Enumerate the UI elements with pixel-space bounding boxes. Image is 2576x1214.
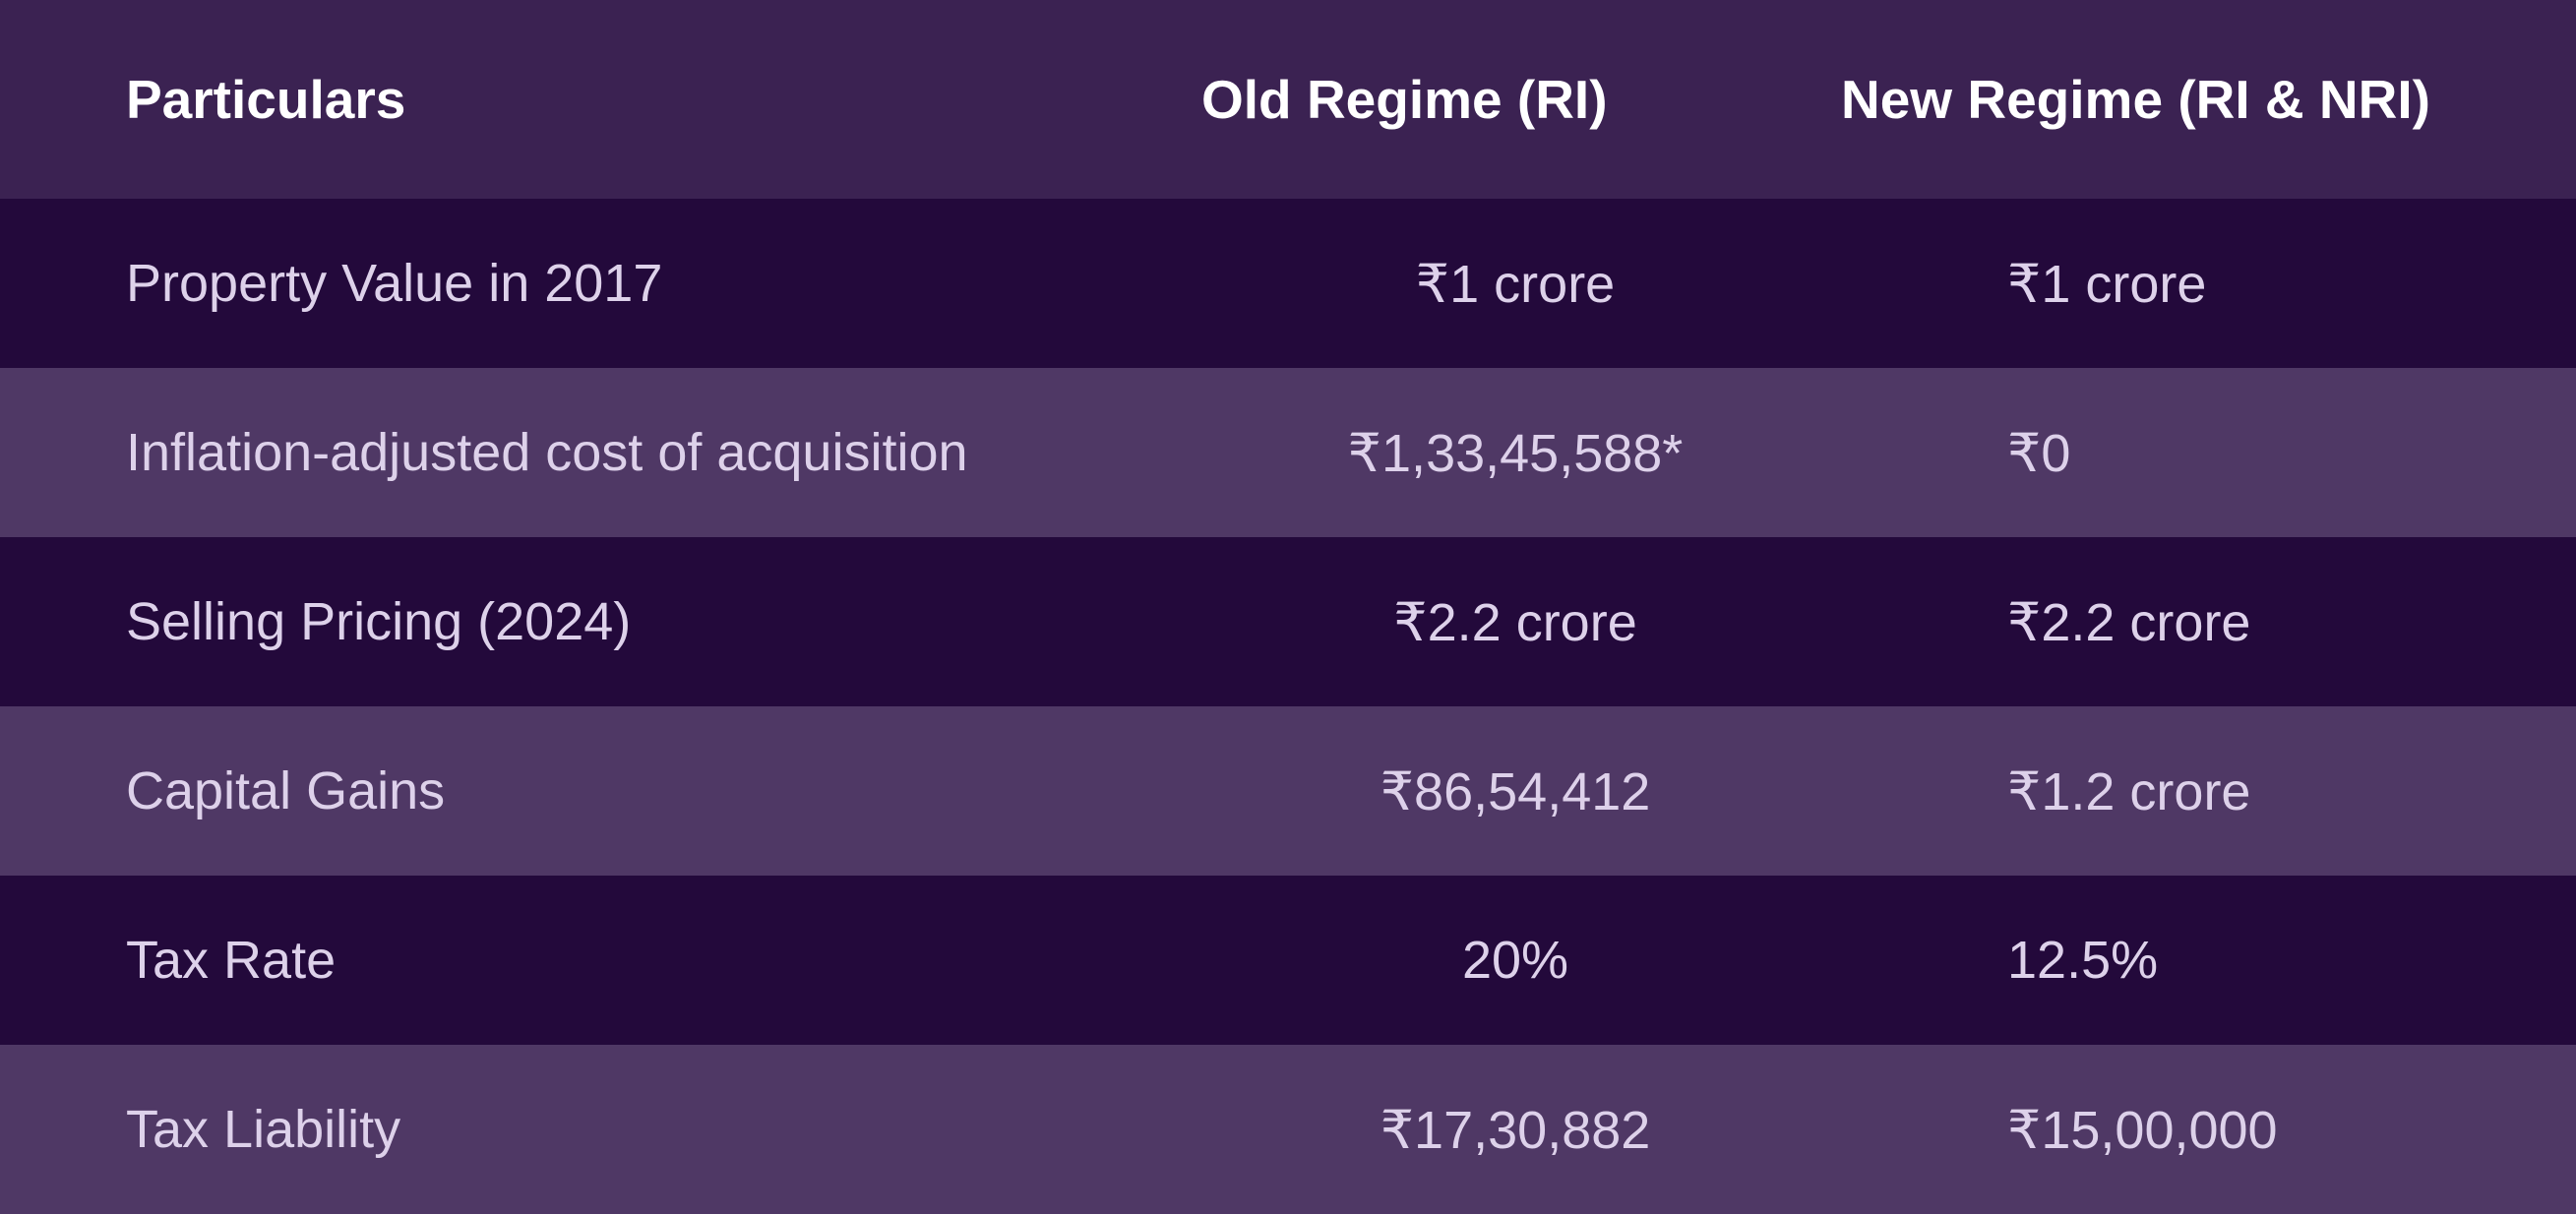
row-old-regime-value: ₹1,33,45,588* bbox=[1347, 423, 1684, 483]
table-row: Tax Liability ₹17,30,882 ₹15,00,000 bbox=[0, 1045, 2576, 1214]
header-new-regime: New Regime (RI & NRI) bbox=[1841, 69, 2430, 130]
row-old-regime-value: ₹2.2 crore bbox=[1393, 592, 1637, 652]
row-old-regime-value: 20% bbox=[1461, 931, 1569, 990]
row-particular: Property Value in 2017 bbox=[126, 254, 663, 313]
row-particular: Selling Pricing (2024) bbox=[126, 592, 632, 651]
row-new-regime-value: ₹0 bbox=[2007, 423, 2071, 483]
row-particular: Tax Liability bbox=[126, 1100, 401, 1159]
row-particular: Inflation-adjusted cost of acquisition bbox=[126, 423, 968, 482]
table-row: Selling Pricing (2024) ₹2.2 crore ₹2.2 c… bbox=[0, 537, 2576, 706]
row-particular: Capital Gains bbox=[126, 761, 446, 820]
table-row: Tax Rate 20% 12.5% bbox=[0, 876, 2576, 1045]
header-particulars: Particulars bbox=[126, 69, 406, 130]
table-row: Capital Gains ₹86,54,412 ₹1.2 crore bbox=[0, 706, 2576, 876]
row-particular: Tax Rate bbox=[126, 931, 337, 990]
row-new-regime-value: 12.5% bbox=[2007, 931, 2159, 990]
table-header-row: Particulars Old Regime (RI) New Regime (… bbox=[0, 0, 2576, 199]
row-old-regime-value: ₹1 crore bbox=[1415, 254, 1616, 314]
row-new-regime-value: ₹1 crore bbox=[2007, 254, 2207, 314]
row-new-regime-value: ₹1.2 crore bbox=[2007, 761, 2251, 821]
table-row: Inflation-adjusted cost of acquisition ₹… bbox=[0, 368, 2576, 537]
header-old-regime: Old Regime (RI) bbox=[1201, 69, 1608, 130]
table-row: Property Value in 2017 ₹1 crore ₹1 crore bbox=[0, 199, 2576, 368]
row-old-regime-value: ₹86,54,412 bbox=[1380, 761, 1651, 821]
row-new-regime-value: ₹15,00,000 bbox=[2007, 1100, 2278, 1160]
row-new-regime-value: ₹2.2 crore bbox=[2007, 592, 2251, 652]
row-old-regime-value: ₹17,30,882 bbox=[1380, 1100, 1651, 1160]
